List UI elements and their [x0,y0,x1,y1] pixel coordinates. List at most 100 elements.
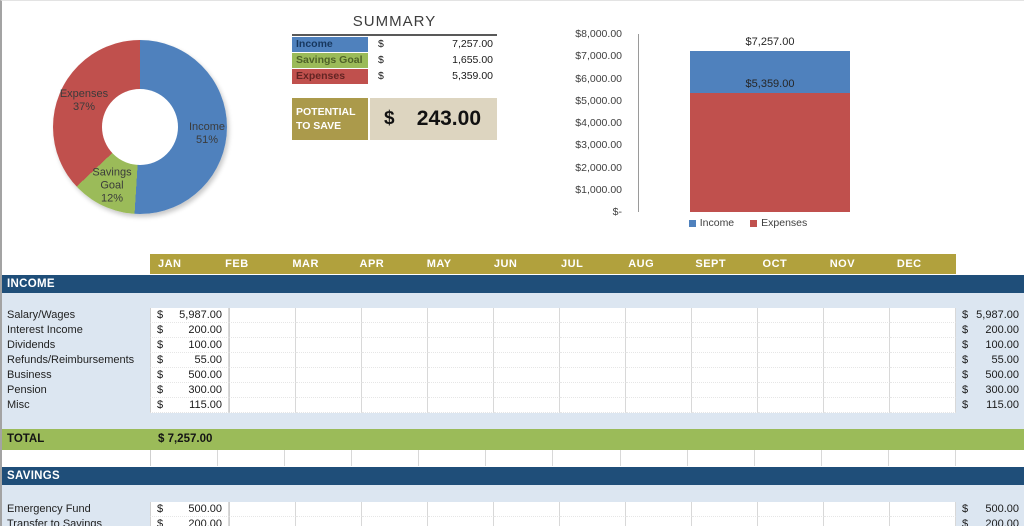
empty-cell[interactable] [824,323,890,338]
potential-to-save-value[interactable]: $ 243.00 [370,98,497,140]
empty-cell[interactable] [362,323,428,338]
empty-cell[interactable] [428,398,494,413]
empty-cell[interactable] [890,308,956,323]
empty-cell[interactable] [553,450,621,466]
row-label[interactable]: Interest Income [2,323,150,338]
empty-cell[interactable] [362,383,428,398]
empty-cell[interactable] [428,338,494,353]
month-header-cell[interactable]: NOV [821,254,889,274]
empty-cell[interactable] [352,450,420,466]
empty-cell[interactable] [296,502,362,517]
empty-cell[interactable] [821,450,889,466]
jan-cell[interactable]: $5,987.00 [150,308,229,323]
empty-cell[interactable] [428,323,494,338]
legend-item-expenses[interactable]: Expenses [750,217,807,229]
empty-cell[interactable] [494,383,560,398]
empty-cell[interactable] [362,353,428,368]
empty-cell[interactable] [692,398,758,413]
month-header-cell[interactable]: OCT [754,254,822,274]
empty-cell[interactable] [428,368,494,383]
empty-cell[interactable] [494,517,560,526]
empty-cell[interactable] [824,353,890,368]
jan-cell[interactable]: $500.00 [150,368,229,383]
empty-cell[interactable] [824,383,890,398]
savings-section-header[interactable]: SAVINGS [2,467,1024,485]
empty-cell[interactable] [626,368,692,383]
empty-cell[interactable] [560,398,626,413]
empty-cell[interactable] [890,502,956,517]
total-cell[interactable]: $200.00 [956,323,1024,338]
empty-cell[interactable] [626,308,692,323]
empty-cell[interactable] [824,517,890,526]
empty-cell[interactable] [692,308,758,323]
total-cell[interactable]: $115.00 [956,398,1024,413]
empty-cell[interactable] [560,368,626,383]
summary-value-expenses[interactable]: $ 5,359.00 [368,69,497,84]
row-label[interactable]: Dividends [2,338,150,353]
empty-cell[interactable] [229,353,296,368]
empty-cell[interactable] [692,323,758,338]
empty-cell[interactable] [758,398,824,413]
empty-cell[interactable] [296,517,362,526]
empty-cell[interactable] [296,338,362,353]
empty-cell[interactable] [687,450,755,466]
empty-cell[interactable] [890,398,956,413]
total-cell[interactable]: $100.00 [956,338,1024,353]
empty-cell[interactable] [296,323,362,338]
empty-cell[interactable] [758,308,824,323]
jan-cell[interactable]: $500.00 [150,502,229,517]
expenses-bar[interactable] [690,92,850,212]
empty-cell[interactable] [296,368,362,383]
empty-cell[interactable] [428,383,494,398]
donut-chart[interactable] [53,40,227,214]
jan-cell[interactable]: $200.00 [150,517,229,526]
empty-cell[interactable] [560,517,626,526]
empty-cell[interactable] [229,383,296,398]
empty-cell[interactable] [362,502,428,517]
summary-label-savings-goal[interactable]: Savings Goal [292,53,368,68]
empty-cell[interactable] [692,368,758,383]
empty-cell[interactable] [229,368,296,383]
empty-cell[interactable] [888,450,956,466]
row-label[interactable]: Pension [2,383,150,398]
empty-cell[interactable] [419,450,487,466]
total-cell[interactable]: $500.00 [956,368,1024,383]
empty-cell[interactable] [824,308,890,323]
row-label[interactable]: Misc [2,398,150,413]
empty-cell[interactable] [824,502,890,517]
empty-cell[interactable] [626,502,692,517]
empty-cell[interactable] [758,368,824,383]
empty-cell[interactable] [494,398,560,413]
empty-cell[interactable] [285,450,353,466]
total-cell[interactable]: $300.00 [956,383,1024,398]
empty-cell[interactable] [758,383,824,398]
empty-cell[interactable] [626,398,692,413]
summary-label-income[interactable]: Income [292,37,368,52]
empty-cell[interactable] [494,308,560,323]
month-header-cell[interactable]: JUN [485,254,554,274]
bar-chart-plot[interactable]: $7,257.00 $5,359.00 [639,34,857,212]
empty-cell[interactable] [428,308,494,323]
month-header-cell[interactable]: MAY [418,254,486,274]
empty-cell[interactable] [150,450,219,466]
empty-cell[interactable] [560,323,626,338]
empty-cell[interactable] [560,502,626,517]
row-label[interactable]: Transfer to Savings [2,517,150,526]
empty-cell[interactable] [229,323,296,338]
empty-cell[interactable] [890,383,956,398]
empty-cell[interactable] [824,338,890,353]
empty-cell[interactable] [428,517,494,526]
empty-cell[interactable] [560,338,626,353]
empty-cell[interactable] [494,338,560,353]
month-header-cell[interactable]: MAR [284,254,352,274]
empty-cell[interactable] [758,338,824,353]
empty-cell[interactable] [890,338,956,353]
empty-cell[interactable] [362,398,428,413]
empty-cell[interactable] [296,383,362,398]
row-label[interactable]: Business [2,368,150,383]
empty-cell[interactable] [758,517,824,526]
month-header-cell[interactable]: JAN [150,254,218,274]
empty-cell[interactable] [296,398,362,413]
empty-cell[interactable] [626,383,692,398]
empty-cell[interactable] [296,308,362,323]
